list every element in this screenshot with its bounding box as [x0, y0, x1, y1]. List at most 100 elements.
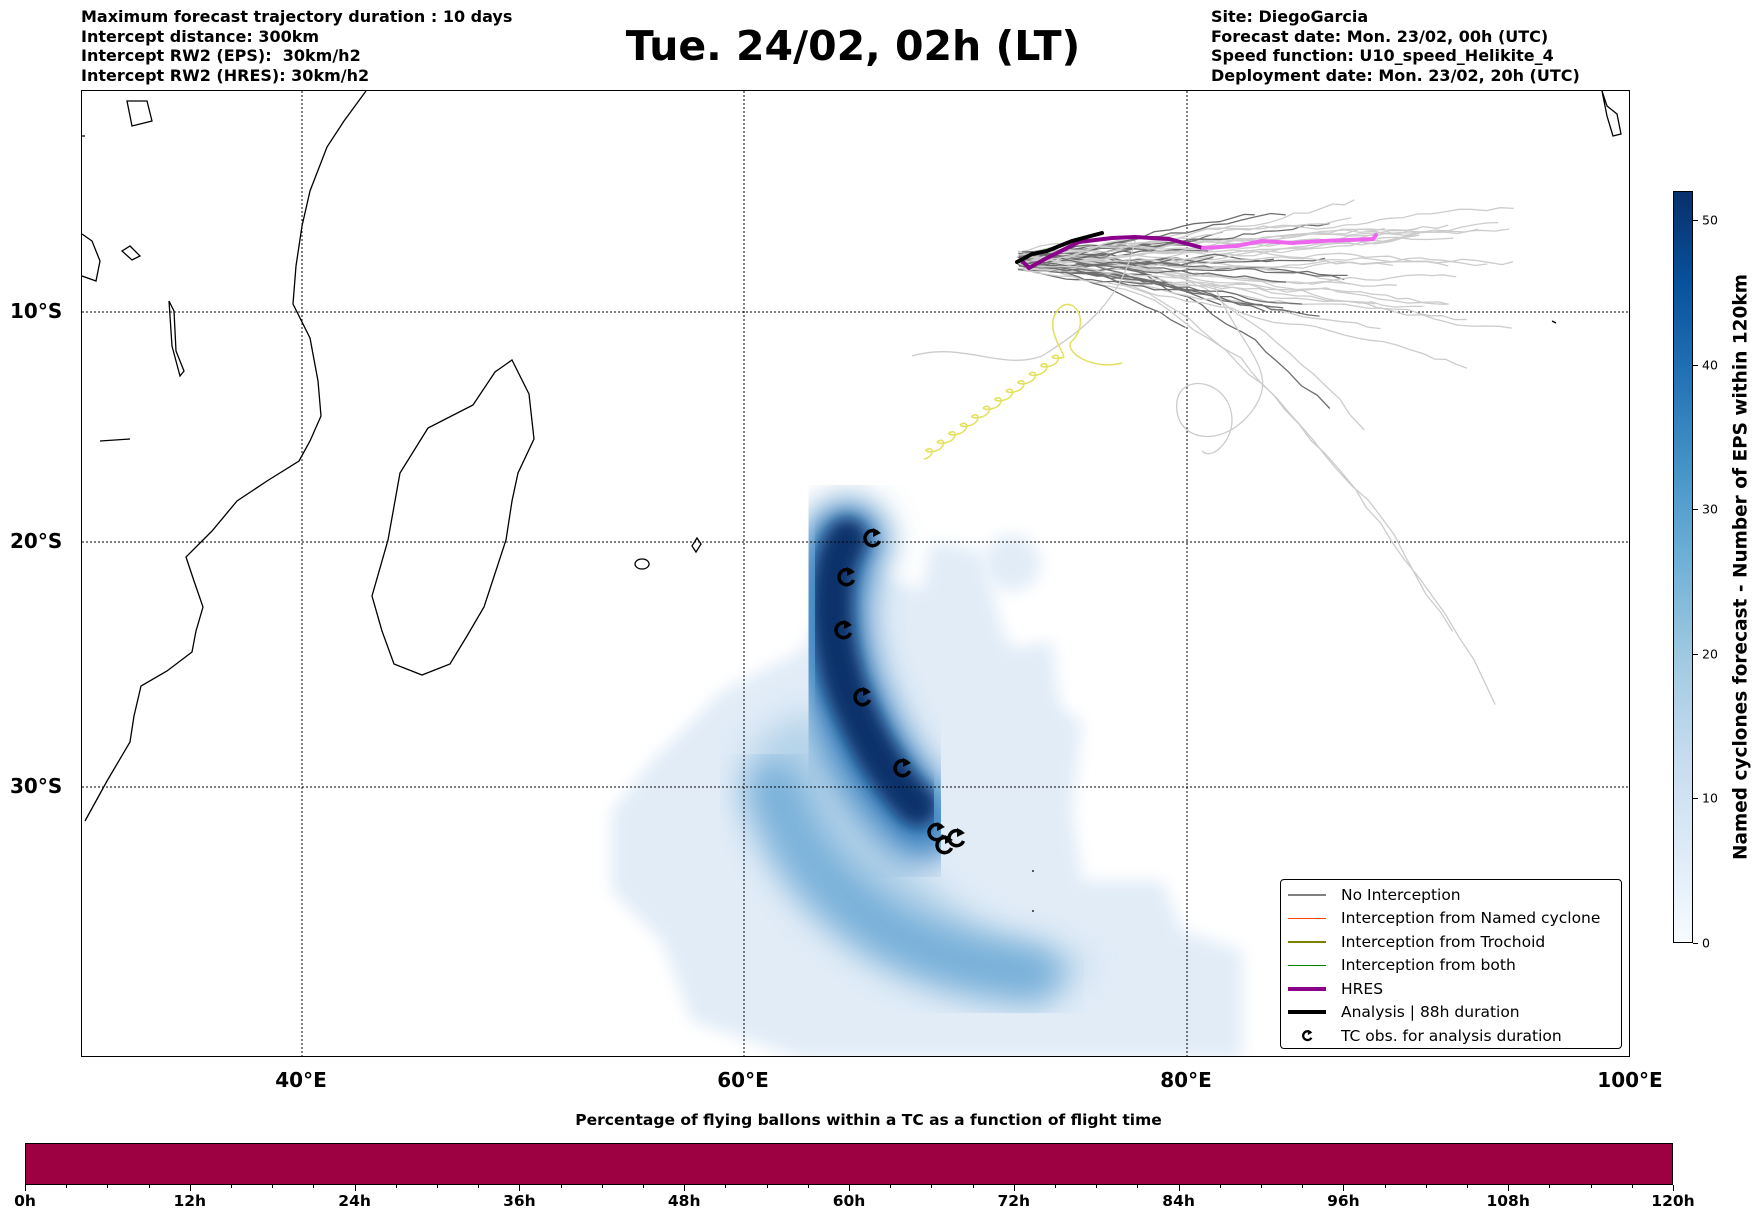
- flight-time-tick-label: 120h: [1651, 1192, 1695, 1210]
- flight-time-tick: [395, 1185, 397, 1188]
- flight-time-tick: [189, 1185, 191, 1191]
- flight-time-tick: [1508, 1185, 1510, 1191]
- legend-label: Interception from both: [1341, 956, 1516, 975]
- colorbar-tick: [1693, 653, 1698, 655]
- eps-trajectory: [1024, 234, 1416, 269]
- flight-time-tick: [643, 1185, 644, 1188]
- eps-trajectory: [1018, 256, 1214, 268]
- flight-time-tick: [725, 1185, 727, 1188]
- coast-madagascar: [371, 359, 535, 676]
- flight-time-tick: [272, 1185, 274, 1188]
- flight-time-tick: [1467, 1185, 1468, 1188]
- analysis-trajectory: [1015, 231, 1104, 264]
- colorbar-title: Named cyclones forecast - Number of EPS …: [1730, 273, 1752, 861]
- param-rw2-eps: Intercept RW2 (EPS): 30km/h2: [81, 46, 361, 65]
- cyclone-icon: [1302, 1029, 1313, 1041]
- legend-label: TC obs. for analysis duration: [1341, 1026, 1562, 1045]
- flight-time-tick: [1096, 1185, 1098, 1188]
- lon-label-60e: 60°E: [717, 1068, 769, 1092]
- colorbar-tick-label: 20: [1702, 646, 1718, 662]
- legend-label: HRES: [1341, 979, 1384, 998]
- forecast-parameters: Maximum forecast trajectory duration : 1…: [81, 7, 512, 85]
- coast-africa: [84, 91, 367, 822]
- flight-time-tick: [313, 1185, 315, 1188]
- flight-time-tick: [972, 1185, 974, 1188]
- flight-time-tick: [1343, 1185, 1345, 1191]
- density-colorbar: [1673, 191, 1693, 943]
- eps-trajectory: [1026, 253, 1326, 265]
- lon-label-80e: 80°E: [1160, 1068, 1212, 1092]
- flight-time-tick: [1590, 1185, 1592, 1188]
- lat-label-20s: 20°S: [10, 529, 63, 553]
- coast-reunion-mauritius: [634, 536, 702, 570]
- flight-time-tick: [560, 1185, 562, 1188]
- eps-trajectory: [1018, 265, 1286, 283]
- flight-time-tick: [519, 1185, 521, 1191]
- eps-trajectory: [1026, 263, 1447, 306]
- eps-trajectory: [1176, 280, 1264, 455]
- legend-named-cyclone: Interception from Named cyclone: [1281, 907, 1621, 931]
- flight-time-tick: [1261, 1185, 1262, 1188]
- coast-somalia-islands: [82, 100, 185, 442]
- flight-time-tick-label: 96h: [1327, 1192, 1360, 1210]
- flight-time-tick: [231, 1185, 232, 1188]
- cyclone-icon: [853, 687, 872, 707]
- lat-label-10s: 10°S: [10, 299, 63, 323]
- density-core: [742, 761, 1062, 1006]
- eps-trajectory: [1026, 268, 1376, 305]
- legend-analysis: Analysis | 88h duration: [1281, 1001, 1621, 1025]
- colorbar-tick: [1693, 364, 1698, 366]
- eps-trajectory: [1020, 228, 1419, 256]
- flight-time-tick-label: 0h: [14, 1192, 36, 1210]
- flight-time-tick: [1631, 1185, 1633, 1188]
- cyclone-icon: [935, 835, 954, 855]
- site-info: Site: DiegoGarcia Forecast date: Mon. 23…: [1211, 7, 1580, 85]
- flight-time-tick: [478, 1185, 480, 1188]
- flight-time-tick: [849, 1185, 850, 1191]
- flight-time-tick: [601, 1185, 603, 1188]
- colorbar-tick: [1693, 798, 1698, 800]
- flight-time-tick: [148, 1185, 150, 1188]
- flight-time-tick-label: 72h: [997, 1192, 1031, 1210]
- lon-label-40e: 40°E: [275, 1068, 327, 1092]
- site-name: Site: DiegoGarcia: [1211, 7, 1369, 26]
- flight-time-tick-label: 60h: [832, 1192, 866, 1210]
- cyclone-density-field: [612, 501, 1242, 1056]
- flight-time-tick: [354, 1185, 356, 1191]
- flight-time-tick: [890, 1185, 892, 1188]
- eps-trajectory: [1023, 258, 1457, 285]
- flight-time-tick: [807, 1185, 809, 1188]
- param-duration: Maximum forecast trajectory duration : 1…: [81, 7, 513, 26]
- cyclone-icon: [834, 620, 853, 640]
- flight-time-tick: [766, 1185, 768, 1188]
- legend-no-interception: No Interception: [1281, 883, 1621, 907]
- colorbar-tick-label: 0: [1702, 935, 1710, 951]
- forecast-date: Forecast date: Mon. 23/02, 00h (UTC): [1211, 26, 1549, 46]
- flight-time-tick-label: 12h: [173, 1192, 207, 1210]
- flight-time-tick-label: 108h: [1486, 1192, 1530, 1210]
- map-svg: [82, 91, 1629, 1056]
- lon-label-100e: 100°E: [1597, 1068, 1663, 1092]
- flight-time-tick: [931, 1185, 933, 1188]
- flight-time-tick: [1137, 1185, 1139, 1188]
- map-legend: No Interception Interception from Named …: [1280, 879, 1622, 1049]
- hres-trajectory-past: [1021, 234, 1205, 271]
- flight-time-bar: [25, 1143, 1673, 1185]
- legend-label: Interception from Trochoid: [1341, 932, 1546, 951]
- flight-time-tick-label: 36h: [503, 1192, 536, 1210]
- colorbar-tick-label: 50: [1702, 212, 1718, 228]
- density-blob: [984, 535, 1062, 741]
- eps-trajectories: [911, 199, 1514, 705]
- flight-time-tick: [1673, 1185, 1674, 1191]
- colorbar-tick: [1693, 943, 1698, 944]
- flight-time-tick-label: 84h: [1162, 1192, 1195, 1210]
- speed-function: Speed function: U10_speed_Helikite_4: [1211, 46, 1554, 65]
- eps-trajectory: [1026, 255, 1393, 269]
- legend-tc-obs: TC obs. for analysis duration: [1281, 1024, 1621, 1048]
- legend-label: Interception from Named cyclone: [1341, 909, 1601, 928]
- flight-time-tick: [437, 1185, 438, 1188]
- colorbar-tick: [1693, 219, 1698, 221]
- eps-trajectory: [1018, 268, 1512, 329]
- coastlines: [82, 91, 1622, 912]
- colorbar-tick: [1693, 509, 1698, 511]
